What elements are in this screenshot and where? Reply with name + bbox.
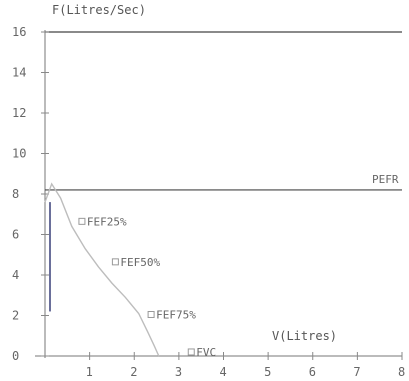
x-tick-label: 4: [220, 365, 227, 379]
x-tick-label: 1: [86, 365, 93, 379]
y-axis-title: F(Litres/Sec): [52, 3, 146, 17]
annotation-label: FEF25%: [87, 215, 127, 228]
pefr-label: PEFR: [372, 173, 399, 186]
annotation-label: FVC: [196, 346, 216, 359]
x-axis-title: V(Litres): [272, 329, 337, 343]
annotation-marker: [78, 217, 86, 225]
x-tick-label: 2: [130, 365, 137, 379]
flow-volume-curve: [44, 182, 160, 357]
x-tick-label: 6: [309, 365, 316, 379]
y-tick-label: 4: [12, 268, 19, 282]
y-tick-label: 10: [12, 147, 26, 161]
y-tick-label: 8: [12, 187, 19, 201]
annotation-marker: [147, 311, 155, 318]
x-tick-label: 7: [353, 365, 360, 379]
annotation-label: FEF50%: [120, 256, 160, 269]
x-tick-label: 8: [398, 365, 405, 379]
y-tick-label: 14: [12, 66, 26, 80]
y-tick-label: 2: [12, 309, 19, 323]
annotation-marker: [111, 258, 119, 266]
y-tick-label: 12: [12, 106, 26, 120]
y-tick-label: 6: [12, 228, 19, 242]
annotation-marker: [187, 348, 195, 356]
y-tick-label: 0: [12, 349, 19, 363]
annotation-label: FEF75%: [156, 309, 196, 322]
y-tick-label: 16: [12, 25, 26, 39]
x-tick-label: 5: [264, 365, 271, 379]
x-tick-label: 3: [175, 365, 182, 379]
